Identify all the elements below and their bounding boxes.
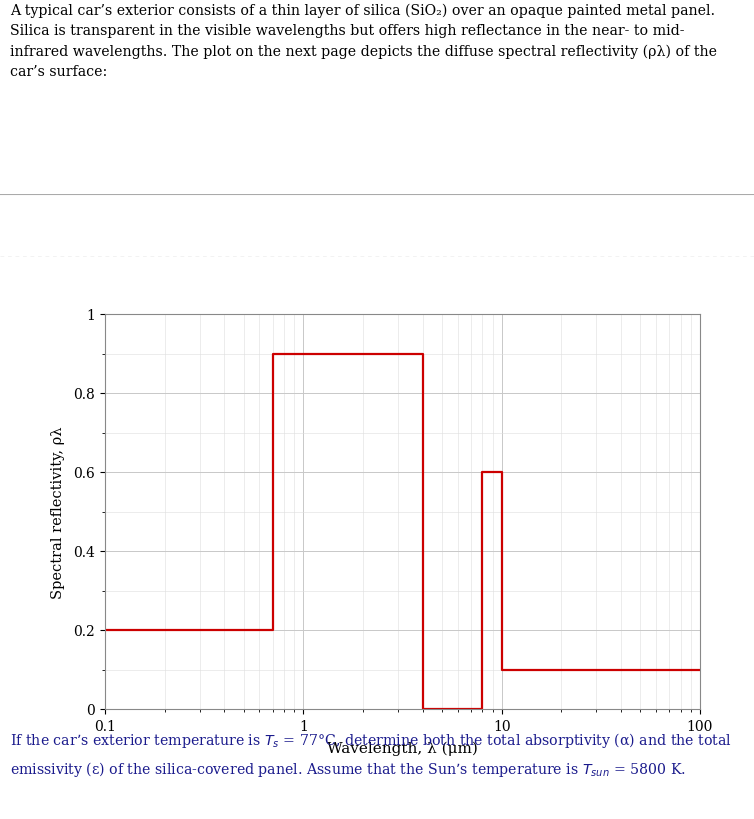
Text: A typical car’s exterior consists of a thin layer of silica (SiO₂) over an opaqu: A typical car’s exterior consists of a t… [10, 4, 717, 79]
Y-axis label: Spectral reflectivity, ρλ: Spectral reflectivity, ρλ [51, 426, 65, 598]
Text: If the car’s exterior temperature is $T_s$ = 77°C, determine both the total abso: If the car’s exterior temperature is $T_… [10, 731, 732, 778]
X-axis label: Wavelength, λ (μm): Wavelength, λ (μm) [327, 741, 478, 755]
